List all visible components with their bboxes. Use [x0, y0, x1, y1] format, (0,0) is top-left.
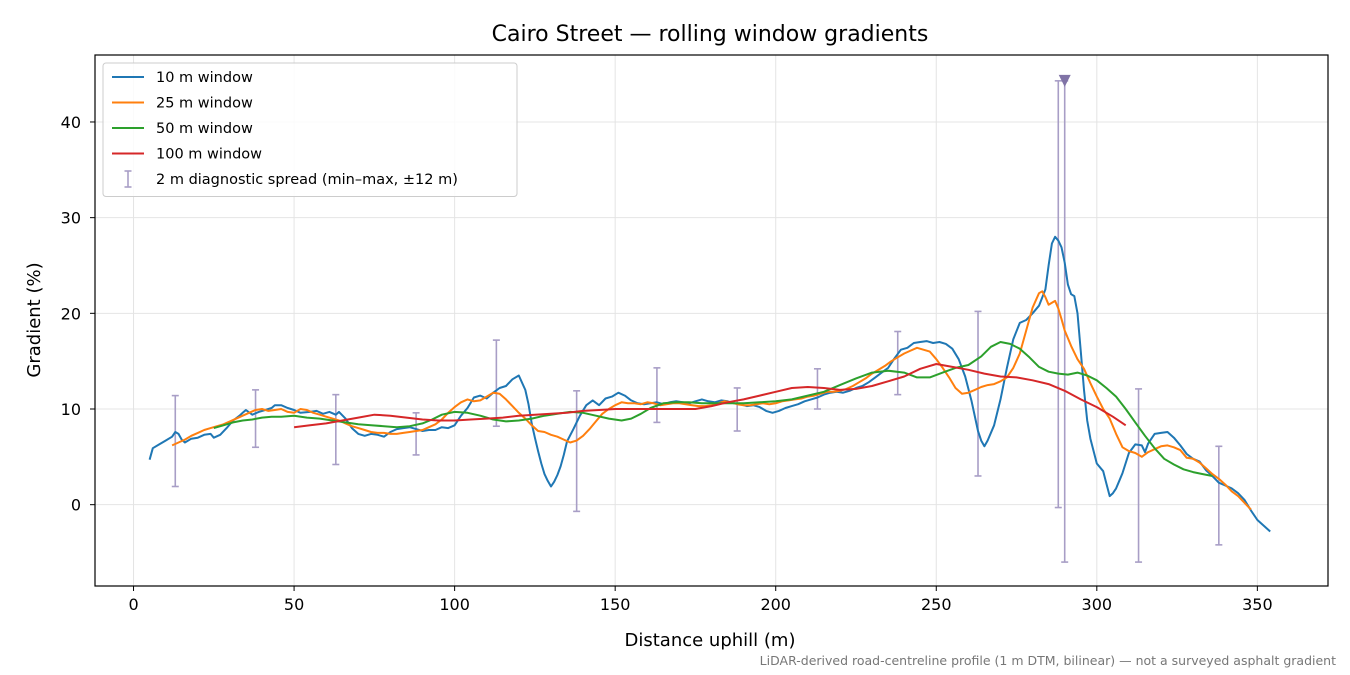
overflow-marker: [1058, 74, 1071, 87]
y-axis-label: Gradient (%): [24, 262, 45, 377]
legend-label: 25 m window: [156, 96, 253, 112]
diagnostic-spread-bar: [492, 339, 500, 428]
legend-entry: 10 m window: [112, 70, 253, 86]
legend: 10 m window 25 m window 50 m window 100 m w…: [102, 62, 518, 197]
diagnostic-spread-bar: [332, 393, 340, 466]
diagnostic-spread-bar: [1054, 80, 1062, 509]
legend-label: 10 m window: [156, 70, 253, 86]
legend-entry: 25 m window: [112, 96, 253, 112]
legend-label: 100 m window: [156, 147, 262, 163]
axis-ticks: 0 50 100 150 200 250 300 350 0 10 20 30 40: [61, 113, 1273, 614]
diagnostic-spread-bar: [813, 368, 821, 410]
x-axis-label: Distance uphill (m): [625, 630, 796, 651]
legend-entry: 100 m window: [112, 147, 262, 163]
series-line: [213, 341, 1213, 477]
legend-entry: 2 m diagnostic spread (min–max, ±12 m): [124, 170, 458, 188]
diagnostic-spread-bar: [1135, 388, 1143, 563]
series-line: [293, 363, 1127, 429]
x-tick-label: 100: [439, 595, 470, 614]
diagnostic-spread-bar: [894, 330, 902, 396]
diagnostic-spread-bar: [974, 310, 982, 477]
plot-area: [148, 74, 1271, 563]
legend-entry: 50 m window: [112, 121, 253, 137]
x-tick-label: 300: [1082, 595, 1113, 614]
diagnostic-spread-bar: [653, 367, 661, 424]
x-tick-label: 150: [600, 595, 631, 614]
y-tick-label: 10: [61, 400, 81, 419]
plot-frame: [94, 54, 1329, 587]
legend-label: 50 m window: [156, 121, 253, 137]
x-tick-label: 350: [1242, 595, 1273, 614]
footnote: LiDAR-derived road-centreline profile (1…: [760, 653, 1336, 668]
grid: [95, 55, 1328, 586]
legend-box: [102, 62, 518, 197]
x-tick-label: 200: [760, 595, 791, 614]
diagnostic-spread-bar: [171, 394, 179, 488]
x-tick-label: 50: [284, 595, 304, 614]
y-tick-label: 20: [61, 304, 81, 323]
y-tick-label: 0: [71, 496, 81, 515]
diagnostic-spread-bar: [733, 387, 741, 432]
y-tick-label: 40: [61, 113, 81, 132]
diagnostic-spread-bar: [412, 412, 420, 456]
series-line: [171, 290, 1252, 511]
x-tick-label: 0: [128, 595, 138, 614]
x-tick-label: 250: [921, 595, 952, 614]
y-tick-label: 30: [61, 209, 81, 228]
chart-title: Cairo Street — rolling window gradients: [492, 22, 929, 47]
legend-label: 2 m diagnostic spread (min–max, ±12 m): [156, 172, 458, 188]
diagnostic-spread-bar: [1215, 445, 1223, 546]
